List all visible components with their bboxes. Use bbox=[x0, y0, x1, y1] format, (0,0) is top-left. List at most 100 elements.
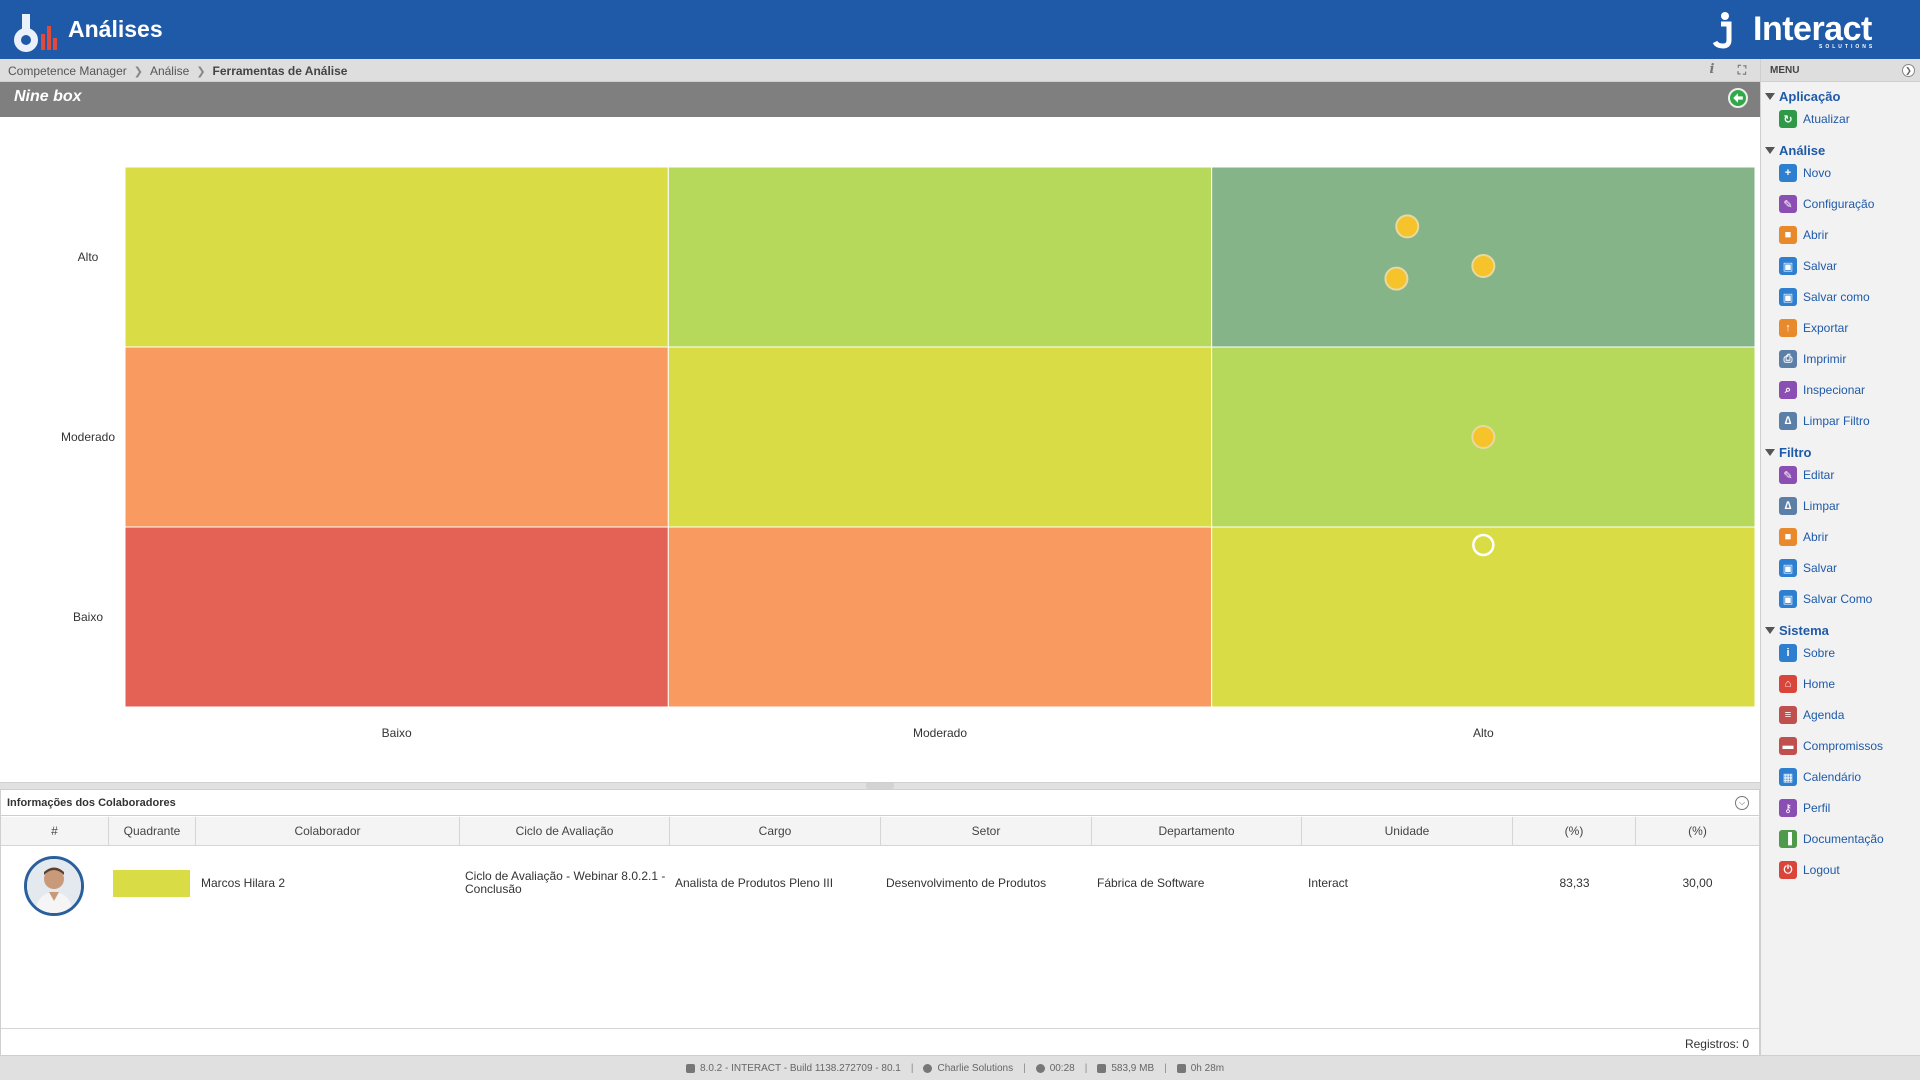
column-header[interactable]: Cargo bbox=[670, 817, 881, 846]
status-separator: | bbox=[910, 1063, 914, 1074]
info-icon[interactable]: i bbox=[1709, 62, 1715, 77]
menu-item-salvar[interactable]: ▣ Salvar bbox=[1779, 557, 1837, 579]
info-panel-title: Informações dos Colaboradores bbox=[7, 797, 176, 809]
breadcrumb-item[interactable]: Análise bbox=[149, 64, 190, 78]
menu-item-label: Documentação bbox=[1803, 832, 1884, 846]
menu-item-label: Salvar bbox=[1803, 259, 1838, 273]
menu-item-imprimir[interactable]: ⎙ Imprimir bbox=[1779, 348, 1846, 370]
data-point[interactable] bbox=[1384, 266, 1409, 291]
x-tick-label: Alto bbox=[1473, 726, 1494, 740]
menu-item-inspecionar[interactable]: ⌕ Inspecionar bbox=[1779, 379, 1865, 401]
breadcrumb-item[interactable]: Competence Manager bbox=[8, 64, 127, 78]
x-tick-label: Moderado bbox=[913, 726, 967, 740]
column-header[interactable]: (%) bbox=[1688, 824, 1707, 838]
menu-item-logout[interactable]: ⏻ Logout bbox=[1779, 859, 1840, 881]
menu-item-sobre[interactable]: i Sobre bbox=[1779, 642, 1835, 664]
data-point[interactable] bbox=[1472, 533, 1495, 557]
menu-item-label: Calendário bbox=[1803, 770, 1862, 784]
brand-subtitle: SOLUTIONS bbox=[1819, 44, 1876, 50]
menu-item-calendario[interactable]: ▦ Calendário bbox=[1779, 766, 1861, 788]
data-point[interactable] bbox=[1471, 425, 1496, 449]
ninebox-cell bbox=[124, 346, 669, 528]
data-point[interactable] bbox=[1395, 214, 1420, 239]
menu-item-configuracao[interactable]: ✎ Configuração bbox=[1779, 193, 1874, 215]
app-header: Análises Interact SOLUTIONS bbox=[0, 0, 1920, 59]
menu-item-exportar[interactable]: ↑ Exportar bbox=[1779, 317, 1848, 339]
menu-item-documentacao[interactable]: ▐ Documentação bbox=[1779, 828, 1884, 850]
menu-item-compromissos[interactable]: ▬ Compromissos bbox=[1779, 735, 1883, 757]
menu-section-label: Filtro bbox=[1779, 445, 1812, 460]
menu-section-filtro[interactable]: Filtro bbox=[1765, 445, 1812, 460]
chevron-right-icon: ❯ bbox=[133, 65, 143, 78]
chevron-right-icon: ❯ bbox=[196, 65, 206, 78]
save-icon: ▣ bbox=[1779, 257, 1797, 275]
column-header[interactable]: Ciclo de Avaliação bbox=[460, 817, 670, 846]
breadcrumb-bar: Competence Manager ❯ Análise ❯ Ferrament… bbox=[0, 59, 1760, 82]
chevron-right-icon[interactable]: ❯ bbox=[1902, 64, 1915, 77]
menu-item-limpar[interactable]: ∆ Limpar bbox=[1779, 495, 1840, 517]
menu-item-agenda[interactable]: ≡ Agenda bbox=[1779, 704, 1844, 726]
briefcase-icon: ▬ bbox=[1779, 737, 1797, 755]
menu-item-label: Abrir bbox=[1803, 228, 1829, 242]
x-tick-label: Baixo bbox=[382, 726, 412, 740]
pencil-icon: ✎ bbox=[1779, 195, 1797, 213]
data-point[interactable] bbox=[1471, 254, 1496, 278]
table-row[interactable]: Marcos Hilara 2 Ciclo de Avaliação - Web… bbox=[1, 846, 1759, 920]
menu-item-home[interactable]: ⌂ Home bbox=[1779, 673, 1835, 695]
menu-item-label: Abrir bbox=[1803, 530, 1829, 544]
broom-icon: ∆ bbox=[1779, 497, 1797, 515]
menu-item-label: Imprimir bbox=[1803, 352, 1847, 366]
column-header[interactable]: Colaborador bbox=[196, 817, 460, 846]
status-separator: | bbox=[1164, 1063, 1167, 1074]
menu-item-limpar-filtro[interactable]: ∆ Limpar Filtro bbox=[1779, 410, 1870, 432]
panel-splitter[interactable] bbox=[0, 782, 1760, 789]
menu-item-atualizar[interactable]: ↻ Atualizar bbox=[1779, 108, 1850, 130]
cell-departamento: Fábrica de Software bbox=[1097, 876, 1205, 890]
fullscreen-icon[interactable]: ⛶ bbox=[1737, 63, 1747, 77]
ninebox-cell bbox=[667, 346, 1213, 528]
menu-item-label: Perfil bbox=[1803, 801, 1831, 815]
menu-item-editar[interactable]: ✎ Editar bbox=[1779, 464, 1834, 486]
menu-item-salvar[interactable]: ▣ Salvar bbox=[1779, 255, 1837, 277]
column-header[interactable]: Quadrante bbox=[109, 817, 196, 846]
menu-section-label: Sistema bbox=[1779, 623, 1829, 638]
column-header[interactable]: Unidade bbox=[1302, 817, 1513, 846]
quadrant-color-swatch bbox=[113, 870, 190, 897]
column-header[interactable]: Departamento bbox=[1092, 817, 1302, 846]
menu-item-abrir[interactable]: ■ Abrir bbox=[1779, 526, 1828, 548]
menu-item-label: Agenda bbox=[1803, 708, 1845, 722]
y-tick-label: Moderado bbox=[61, 430, 115, 444]
user-icon bbox=[923, 1064, 933, 1073]
menu-item-perfil[interactable]: ⚷ Perfil bbox=[1779, 797, 1830, 819]
column-header[interactable]: (%) bbox=[1513, 817, 1636, 846]
person-avatar-icon bbox=[27, 859, 81, 913]
avatar bbox=[24, 856, 84, 916]
menu-item-label: Configuração bbox=[1803, 197, 1875, 211]
menu-section-analise[interactable]: Análise bbox=[1765, 143, 1825, 158]
agenda-icon: ≡ bbox=[1779, 706, 1797, 724]
menu-section-aplicacao[interactable]: Aplicação bbox=[1765, 89, 1840, 104]
page-title: Nine box bbox=[14, 88, 82, 105]
menu-item-salvar-como[interactable]: ▣ Salvar Como bbox=[1779, 588, 1872, 610]
breadcrumb: Competence Manager ❯ Análise ❯ Ferrament… bbox=[8, 64, 347, 78]
status-bar: 8.0.2 - INTERACT - Build 1138.272709 - 8… bbox=[0, 1055, 1920, 1080]
menu-item-label: Novo bbox=[1803, 166, 1832, 180]
caret-down-icon bbox=[1765, 449, 1775, 456]
menu-item-label: Salvar bbox=[1803, 561, 1838, 575]
power-icon: ⏻ bbox=[1779, 861, 1797, 879]
menu-item-novo[interactable]: + Novo bbox=[1779, 162, 1831, 184]
chevron-down-icon[interactable]: ⌵ bbox=[1735, 796, 1749, 810]
save-icon: ▣ bbox=[1779, 559, 1797, 577]
menu-item-label: Compromissos bbox=[1803, 739, 1884, 753]
menu-item-salvar-como[interactable]: ▣ Salvar como bbox=[1779, 286, 1870, 308]
menu-section-sistema[interactable]: Sistema bbox=[1765, 623, 1829, 638]
ninebox-cell bbox=[667, 526, 1213, 708]
menu-item-abrir[interactable]: ■ Abrir bbox=[1779, 224, 1828, 246]
status-separator: | bbox=[1084, 1063, 1088, 1074]
broom-icon: ∆ bbox=[1779, 412, 1797, 430]
back-arrow-icon[interactable] bbox=[1728, 88, 1748, 108]
splitter-handle[interactable] bbox=[866, 783, 894, 789]
ninebox-chart: Baixo Moderado Alto Baixo Moderado Alto bbox=[61, 166, 1756, 740]
column-header[interactable]: Setor bbox=[881, 817, 1092, 846]
column-header[interactable]: # bbox=[1, 817, 109, 846]
